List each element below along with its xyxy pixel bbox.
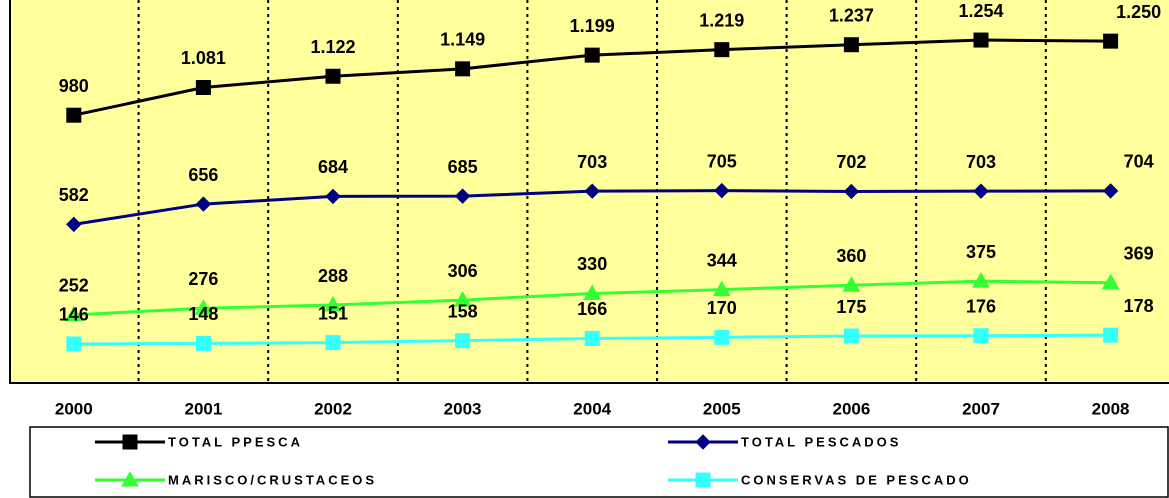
data-point bbox=[453, 291, 472, 307]
data-point bbox=[584, 183, 600, 199]
legend-label: MARISCO/CRUSTACEOS bbox=[168, 472, 377, 487]
data-label: 656 bbox=[188, 165, 218, 185]
x-tick-label: 2003 bbox=[444, 399, 482, 418]
data-point bbox=[66, 336, 82, 352]
data-point bbox=[1101, 273, 1120, 290]
data-point bbox=[64, 305, 83, 322]
legend-marker bbox=[121, 470, 139, 487]
data-label: 375 bbox=[966, 242, 996, 262]
data-label: 702 bbox=[836, 152, 866, 172]
data-point bbox=[66, 107, 82, 123]
data-point bbox=[324, 295, 342, 312]
data-label: 175 bbox=[836, 297, 866, 317]
legend-label: TOTAL PPESCA bbox=[168, 434, 303, 449]
data-label: 1.199 bbox=[570, 16, 615, 36]
data-label: 360 bbox=[836, 246, 866, 266]
data-point bbox=[843, 37, 859, 53]
data-label: 306 bbox=[448, 261, 478, 281]
data-point bbox=[842, 276, 861, 292]
data-label: 146 bbox=[59, 305, 89, 325]
data-point bbox=[195, 335, 211, 351]
data-point bbox=[325, 335, 341, 351]
data-point bbox=[455, 333, 471, 349]
data-label: 582 bbox=[59, 185, 89, 205]
data-point bbox=[973, 32, 989, 48]
x-tick-label: 2008 bbox=[1092, 399, 1130, 418]
data-point bbox=[973, 183, 989, 199]
data-label: 158 bbox=[448, 301, 478, 321]
legend-label: TOTAL PESCADOS bbox=[741, 434, 901, 449]
data-label: 252 bbox=[59, 276, 89, 296]
data-label: 1.237 bbox=[829, 5, 874, 25]
data-point bbox=[714, 329, 730, 345]
x-tick-label: 2001 bbox=[184, 399, 222, 418]
data-point bbox=[1102, 183, 1119, 199]
data-point bbox=[195, 196, 212, 212]
data-label: 330 bbox=[577, 254, 607, 274]
data-label: 1.254 bbox=[958, 1, 1003, 21]
data-point bbox=[66, 216, 82, 233]
data-point bbox=[584, 47, 600, 63]
x-tick-label: 2000 bbox=[55, 399, 93, 418]
data-label: 684 bbox=[318, 157, 348, 177]
data-label: 344 bbox=[707, 250, 737, 270]
data-label: 704 bbox=[1124, 152, 1154, 172]
x-tick-label: 2004 bbox=[573, 399, 611, 418]
x-tick-label: 2007 bbox=[962, 399, 1000, 418]
data-point bbox=[843, 328, 859, 344]
data-label: 288 bbox=[318, 266, 348, 286]
data-point bbox=[325, 188, 341, 205]
legend-marker bbox=[122, 434, 138, 450]
data-label: 148 bbox=[188, 304, 218, 324]
data-label: 703 bbox=[577, 152, 607, 172]
x-tick-label: 2006 bbox=[832, 399, 870, 418]
legend-marker bbox=[695, 434, 711, 450]
data-point bbox=[325, 68, 341, 84]
x-tick-label: 2005 bbox=[703, 399, 741, 418]
data-point bbox=[195, 79, 211, 95]
legend-marker bbox=[695, 472, 711, 488]
legend-label: CONSERVAS DE PESCADO bbox=[741, 472, 972, 487]
data-label: 685 bbox=[448, 157, 478, 177]
data-label: 705 bbox=[707, 151, 737, 171]
data-point bbox=[712, 280, 731, 297]
data-point bbox=[455, 61, 471, 77]
x-tick-label: 2002 bbox=[314, 399, 352, 418]
data-point bbox=[1103, 33, 1119, 49]
data-label: 1.122 bbox=[310, 37, 355, 57]
data-label: 1.219 bbox=[699, 10, 744, 30]
data-point bbox=[714, 182, 730, 199]
data-point bbox=[584, 330, 600, 346]
legend bbox=[29, 426, 1169, 498]
data-label: 176 bbox=[966, 296, 996, 316]
data-point bbox=[973, 328, 989, 344]
data-point bbox=[843, 183, 860, 200]
data-point bbox=[454, 188, 471, 204]
data-label: 1.250 bbox=[1116, 2, 1161, 22]
data-point bbox=[972, 272, 990, 288]
data-point bbox=[194, 299, 213, 315]
data-label: 703 bbox=[966, 152, 996, 172]
data-point bbox=[714, 42, 730, 58]
data-label: 151 bbox=[318, 303, 348, 323]
data-label: 166 bbox=[577, 299, 607, 319]
data-point bbox=[583, 284, 602, 300]
data-label: 1.081 bbox=[181, 48, 226, 68]
data-label: 1.149 bbox=[440, 30, 485, 50]
data-label: 369 bbox=[1124, 244, 1154, 264]
data-label: 980 bbox=[59, 76, 89, 96]
data-label: 178 bbox=[1124, 296, 1154, 316]
data-label: 276 bbox=[188, 269, 218, 289]
data-label: 170 bbox=[707, 298, 737, 318]
data-point bbox=[1103, 327, 1119, 343]
